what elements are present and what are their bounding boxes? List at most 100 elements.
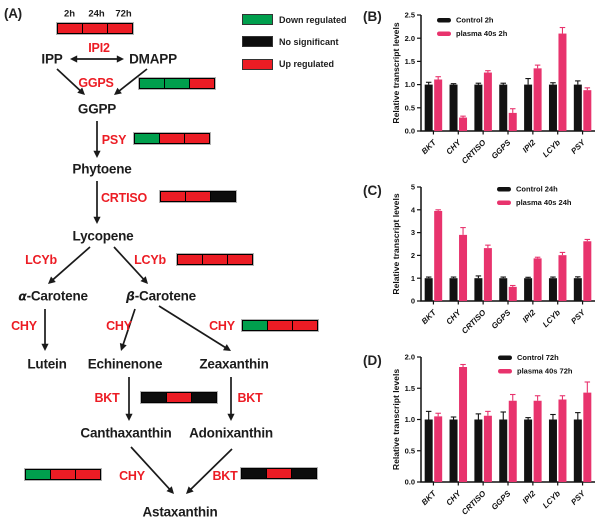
panel-label-a: (A)	[4, 6, 22, 21]
enzyme-label-PSY: PSY	[101, 133, 127, 147]
strip-cell-72h-up	[227, 254, 253, 265]
y-tick-label: 2.0	[405, 34, 415, 43]
y-tick-label: 5	[411, 183, 415, 192]
bar-chart-panel-C: (C) 0 1 2 3 4 5 Relative transcript levels BKT CH…	[360, 176, 600, 356]
legend-label-down: Down regulated	[279, 14, 347, 25]
enzyme-label-BKT: BKT	[237, 391, 263, 405]
x-category-label-CRTISO: CRTISO	[460, 138, 488, 166]
expression-strip-PSY	[133, 132, 211, 145]
x-category-label-PSY: PSY	[569, 308, 587, 326]
chart-legend-swatch-plasma	[498, 369, 512, 374]
metabolite-Canthaxanthin: Canthaxanthin	[80, 425, 172, 441]
x-category-label-BKT: BKT	[420, 488, 439, 507]
reaction-arrow-b-Carotene-to-Zeaxanthin	[158, 305, 228, 350]
y-tick-label: 1.5	[405, 57, 415, 66]
strip-cell-24h-up	[166, 392, 192, 403]
arrowhead	[114, 87, 122, 95]
arrowhead	[186, 486, 194, 494]
enzyme-label-BKT: BKT	[94, 391, 120, 405]
arrowhead	[41, 343, 49, 351]
x-category-label-IPI2: IPI2	[521, 489, 538, 506]
bar-control-CRTISO	[474, 419, 483, 482]
expression-strip-CHY	[24, 468, 102, 481]
legend-row-down: Down regulated	[242, 14, 347, 25]
bar-plasma-IPI2	[533, 258, 542, 301]
bar-control-LCYb	[548, 419, 557, 482]
x-category-label-PSY: PSY	[569, 489, 587, 507]
chart-svg: (D) 0.0 0.5 1.0 1.5 2.0 Relative transcript le…	[363, 353, 595, 517]
strip-cell-72h-up	[184, 133, 210, 144]
metabolite-b-Carotene: β-Carotene	[126, 289, 196, 304]
reaction-arrow-Lycopene-to-b-Carotene	[113, 246, 146, 281]
time-label-24h: 24h	[88, 8, 105, 20]
bar-plasma-CHY	[459, 234, 468, 301]
enzyme-label-CHY: CHY	[209, 319, 235, 333]
bar-plasma-PSY	[583, 241, 592, 301]
x-category-label-CHY: CHY	[444, 308, 463, 327]
bar-control-LCYb	[548, 84, 557, 131]
enzyme-label-LCYb: LCYb	[134, 253, 166, 267]
bar-control-PSY	[573, 84, 582, 131]
x-category-label-GGPS: GGPS	[490, 489, 513, 512]
strip-cell-2h-up	[160, 191, 186, 202]
greek-letter: α	[18, 288, 27, 304]
enzyme-label-CHY: CHY	[119, 469, 145, 483]
bar-plasma-CRTISO	[483, 72, 492, 131]
metabolite-GGPP: GGPP	[77, 101, 117, 117]
chart-legend-label-plasma: plasma 40s 2h	[456, 29, 508, 38]
y-tick-label: 1.0	[405, 415, 415, 424]
strip-cell-2h-up	[177, 254, 203, 265]
x-category-label-IPI2: IPI2	[521, 138, 538, 155]
metabolite-Zeaxanthin: Zeaxanthin	[199, 356, 269, 372]
y-tick-label: 4	[411, 205, 416, 214]
bar-plasma-PSY	[583, 392, 592, 482]
reaction-arrow-IPP-to-GGPP	[56, 68, 82, 93]
bar-control-BKT	[424, 278, 433, 301]
strip-cell-2h-down	[139, 78, 165, 89]
bar-plasma-BKT	[434, 416, 443, 482]
strip-cell-24h-up	[159, 133, 185, 144]
arrowhead	[70, 55, 78, 63]
enzyme-label-LCYb: LCYb	[25, 253, 57, 267]
greek-letter: β	[126, 288, 135, 304]
bar-control-IPI2	[524, 84, 533, 131]
enzyme-label-CHY: CHY	[106, 319, 132, 333]
bar-plasma-LCYb	[558, 33, 567, 132]
reaction-arrow-Canthaxanthin-to-Astaxanthin	[130, 446, 172, 491]
enzyme-label-CRTISO: CRTISO	[100, 191, 148, 205]
legend-label-up: Up regulated	[279, 59, 335, 70]
bar-plasma-GGPS	[508, 112, 517, 131]
panel-label: (C)	[363, 183, 382, 198]
bar-chart-panel-B: (B) 0.0 0.5 1.0 1.5 2.0 2.5 Relative transcript…	[360, 0, 600, 180]
chart-svg: (C) 0 1 2 3 4 5 Relative transcript levels BKT CH…	[363, 183, 595, 336]
chart-legend-swatch-control	[498, 355, 512, 360]
y-tick-label: 0.5	[405, 103, 415, 112]
expression-strip-LCYb	[176, 253, 254, 266]
metabolite-Echinenone: Echinenone	[87, 356, 163, 372]
arrowhead	[119, 343, 127, 351]
metabolite-Adonixanthin: Adonixanthin	[189, 425, 273, 441]
strip-cell-2h-up	[57, 23, 83, 34]
strip-cell-2h-down	[134, 133, 160, 144]
legend-row-up: Up regulated	[242, 58, 335, 70]
expression-strip-IPI2	[56, 22, 134, 35]
x-category-label-CHY: CHY	[444, 138, 463, 157]
expression-strip-GGPS	[138, 77, 216, 90]
pathway-panel: (A) IPP DMAPP GGPP Phytoene Lycopene α-Carote…	[4, 6, 347, 520]
y-tick-label: 0	[411, 297, 415, 306]
y-tick-label: 1.0	[405, 80, 415, 89]
enzyme-label-GGPS: GGPS	[78, 76, 114, 90]
bar-plasma-IPI2	[533, 400, 542, 482]
metabolite-Lycopene: Lycopene	[72, 228, 134, 244]
chart-legend-swatch-control	[437, 18, 451, 23]
arrowhead	[116, 55, 124, 63]
arrowhead	[48, 276, 56, 284]
bar-control-CHY	[449, 84, 458, 131]
bar-plasma-BKT	[434, 79, 443, 131]
legend-row-none: No significant	[242, 36, 339, 48]
strip-cell-72h-none	[210, 191, 236, 202]
bar-control-CRTISO	[474, 84, 483, 131]
bar-control-CHY	[449, 419, 458, 482]
bar-control-CHY	[449, 278, 458, 301]
